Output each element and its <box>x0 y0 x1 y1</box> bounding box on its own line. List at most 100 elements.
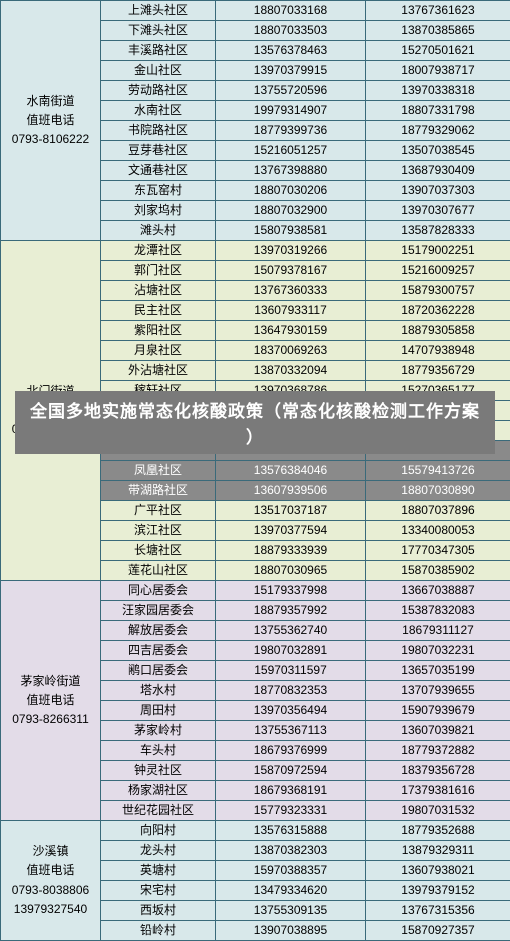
phone-2: 13970307677 <box>366 201 510 221</box>
section-head-line: 13979327540 <box>14 902 87 916</box>
community-name: 宋宅村 <box>101 881 216 901</box>
phone-1: 18807033168 <box>216 1 366 21</box>
phone-2: 13667038887 <box>366 581 510 601</box>
community-name: 豆芽巷社区 <box>101 141 216 161</box>
community-name: 上滩头社区 <box>101 1 216 21</box>
phone-1: 13755309135 <box>216 901 366 921</box>
community-name: 广平社区 <box>101 501 216 521</box>
phone-2: 18679311127 <box>366 621 510 641</box>
phone-2: 13657035199 <box>366 661 510 681</box>
phone-2: 18779352688 <box>366 821 510 841</box>
phone-2: 15870385902 <box>366 561 510 581</box>
phone-2: 13707939655 <box>366 681 510 701</box>
phone-2: 18720362228 <box>366 301 510 321</box>
phone-2: 18779329062 <box>366 121 510 141</box>
phone-1: 13755367113 <box>216 721 366 741</box>
community-name: 紫阳社区 <box>101 321 216 341</box>
section-head-line: 0793-8106222 <box>12 132 89 146</box>
phone-2: 19807032231 <box>366 641 510 661</box>
phone-1: 18370069263 <box>216 341 366 361</box>
section-head-line: 茅家岭街道 <box>20 674 80 688</box>
section-head-line: 沙溪镇 <box>32 844 68 858</box>
phone-1: 15807938581 <box>216 221 366 241</box>
community-name: 下滩头社区 <box>101 21 216 41</box>
section-head-line: 0793-8038806 <box>12 883 89 897</box>
phone-2: 13687930409 <box>366 161 510 181</box>
phone-1: 18679376999 <box>216 741 366 761</box>
phone-2: 15216009257 <box>366 261 510 281</box>
community-name: 月泉社区 <box>101 341 216 361</box>
phone-2: 18807030890 <box>366 481 510 501</box>
section-head-line: 值班电话 <box>26 113 74 127</box>
phone-2: 15579413726 <box>366 461 510 481</box>
community-name: 外沾塘社区 <box>101 361 216 381</box>
phone-1: 15970311597 <box>216 661 366 681</box>
phone-1: 15079378167 <box>216 261 366 281</box>
phone-2: 19807031532 <box>366 801 510 821</box>
phone-2: 13879329311 <box>366 841 510 861</box>
phone-2: 13970338318 <box>366 81 510 101</box>
phone-1: 13870332094 <box>216 361 366 381</box>
phone-2: 13607039821 <box>366 721 510 741</box>
phone-1: 13607939506 <box>216 481 366 501</box>
phone-2: 15870927357 <box>366 921 510 941</box>
community-name: 沾塘社区 <box>101 281 216 301</box>
phone-1: 19979314907 <box>216 101 366 121</box>
community-name: 刘家坞村 <box>101 201 216 221</box>
phone-2: 13507038545 <box>366 141 510 161</box>
phone-1: 13970377594 <box>216 521 366 541</box>
table-row: 沙溪镇值班电话0793-803880613979327540向阳村1357631… <box>1 821 510 841</box>
section-head: 茅家岭街道值班电话0793-8266311 <box>1 581 101 821</box>
section-head: 水南街道值班电话 0793-8106222 <box>1 1 101 241</box>
phone-1: 13907038895 <box>216 921 366 941</box>
community-name: 世纪花园社区 <box>101 801 216 821</box>
duty-phone-table: 水南街道值班电话 0793-8106222 上滩头社区188070331681376… <box>0 0 510 941</box>
community-name: 钟灵社区 <box>101 761 216 781</box>
phone-2: 15179002251 <box>366 241 510 261</box>
phone-2: 13340080053 <box>366 521 510 541</box>
phone-2: 15907939679 <box>366 701 510 721</box>
phone-1: 18807030206 <box>216 181 366 201</box>
phone-2: 15879300757 <box>366 281 510 301</box>
phone-1: 13870382303 <box>216 841 366 861</box>
community-name: 周田村 <box>101 701 216 721</box>
community-name: 郭门社区 <box>101 261 216 281</box>
section-head: 沙溪镇值班电话 0793-8038806 13979327540 <box>1 821 101 941</box>
community-name: 劳动路社区 <box>101 81 216 101</box>
community-name: 带湖路社区 <box>101 481 216 501</box>
phone-1: 19807032891 <box>216 641 366 661</box>
phone-1: 18807030965 <box>216 561 366 581</box>
community-name: 金山社区 <box>101 61 216 81</box>
phone-1: 13647930159 <box>216 321 366 341</box>
phone-1: 18770832353 <box>216 681 366 701</box>
community-name: 塔水村 <box>101 681 216 701</box>
phone-1: 13755362740 <box>216 621 366 641</box>
community-name: 水南社区 <box>101 101 216 121</box>
phone-1: 15179337998 <box>216 581 366 601</box>
phone-2: 18807037896 <box>366 501 510 521</box>
community-name: 汪家园居委会 <box>101 601 216 621</box>
community-name: 丰溪路社区 <box>101 41 216 61</box>
phone-1: 18807033503 <box>216 21 366 41</box>
phone-2: 17379381616 <box>366 781 510 801</box>
phone-2: 18807331798 <box>366 101 510 121</box>
phone-1: 15216051257 <box>216 141 366 161</box>
community-name: 文通巷社区 <box>101 161 216 181</box>
phone-1: 13970379915 <box>216 61 366 81</box>
phone-2: 13979379152 <box>366 881 510 901</box>
overlay-line1: 全国多地实施常态化核酸政策（常态化核酸检测工作方案 <box>30 402 480 421</box>
phone-1: 13970319266 <box>216 241 366 261</box>
table-row: 茅家岭街道值班电话0793-8266311同心居委会15179337998136… <box>1 581 510 601</box>
table-row: 水南街道值班电话0793-8106222上滩头社区188070331681376… <box>1 1 510 21</box>
phone-2: 13587828333 <box>366 221 510 241</box>
phone-1: 15870972594 <box>216 761 366 781</box>
section-head-line: 值班电话 <box>26 863 74 877</box>
section-head-line: 水南街道 <box>26 94 74 108</box>
phone-2: 13767361623 <box>366 1 510 21</box>
phone-2: 18779356729 <box>366 361 510 381</box>
phone-1: 13479334620 <box>216 881 366 901</box>
phone-2: 15270501621 <box>366 41 510 61</box>
phone-2: 18007938717 <box>366 61 510 81</box>
phone-1: 13755720596 <box>216 81 366 101</box>
community-name: 铅岭村 <box>101 921 216 941</box>
